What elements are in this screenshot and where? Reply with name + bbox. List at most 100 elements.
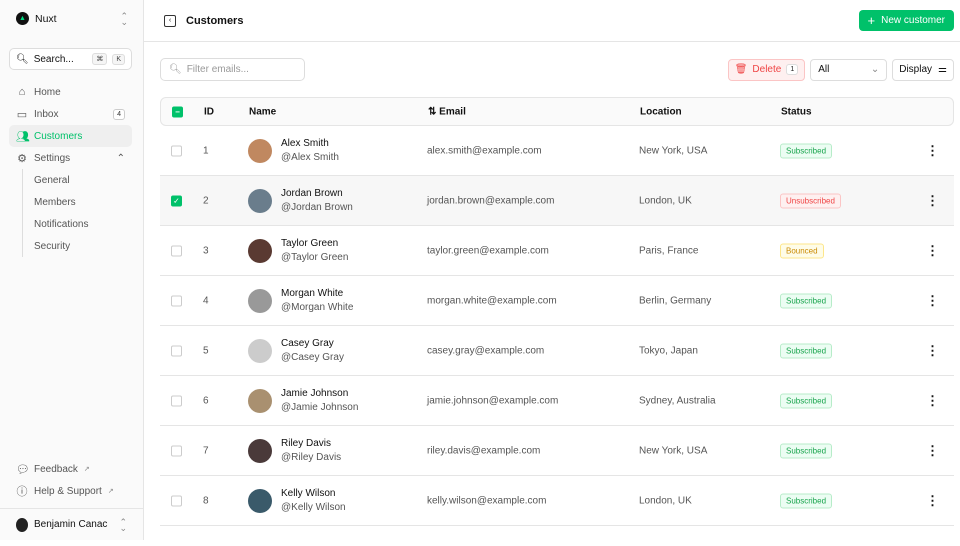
cell-id: 1 <box>203 145 209 156</box>
new-customer-button[interactable]: + New customer <box>858 10 954 31</box>
table-row[interactable]: 4 Morgan White @Morgan White morgan.white… <box>160 276 954 326</box>
cell-id: 7 <box>203 445 209 456</box>
main: ‹ Customers + New customer 🔍︎ Filter email… <box>144 0 960 540</box>
label: Members <box>34 196 76 208</box>
gear-icon: ⚙ <box>17 152 27 165</box>
row-checkbox[interactable] <box>171 495 182 506</box>
cell-email: taylor.green@example.com <box>427 245 549 256</box>
select-all-checkbox[interactable]: − <box>172 106 183 117</box>
feedback-link[interactable]: 💬︎ Feedback ↗ <box>9 458 132 480</box>
kbd-meta: ⌘ <box>92 53 108 65</box>
sidebar-nav: ⌂ Home ▭ Inbox 4 👥︎ Customers ⚙ Settings ⌃ Gen… <box>9 81 132 257</box>
status-badge: Bounced <box>780 243 824 258</box>
sidebar-item-general[interactable]: General <box>34 169 132 191</box>
label: Email <box>439 106 466 117</box>
avatar <box>16 517 28 532</box>
row-actions-icon[interactable]: ⋮ <box>926 192 939 208</box>
settings-submenu: General Members Notifications Security <box>22 169 132 257</box>
row-checkbox[interactable] <box>171 295 182 306</box>
filter-emails-input[interactable]: 🔍︎ Filter emails... <box>160 58 305 81</box>
customer-name: Casey Gray <box>281 337 334 349</box>
cell-email: alex.smith@example.com <box>427 145 542 156</box>
cell-location: Tokyo, Japan <box>639 345 698 356</box>
search-label: Search... <box>33 53 74 65</box>
cell-location: New York, USA <box>639 145 708 156</box>
label: Notifications <box>34 218 89 230</box>
customers-table: − ID Name ⇅ Email Location Status 1 Alex… <box>160 97 954 546</box>
row-actions-icon[interactable]: ⋮ <box>926 442 939 458</box>
table-row[interactable]: 8 Kelly Wilson @Kelly Wilson kelly.wilson… <box>160 476 954 526</box>
footer-links: 💬︎ Feedback ↗ ⓘ Help & Support ↗ <box>9 458 132 502</box>
cell-location: Berlin, Germany <box>639 295 712 306</box>
row-checkbox[interactable] <box>171 445 182 456</box>
cell-name: Casey Gray @Casey Gray <box>281 337 344 365</box>
display-button[interactable]: Display ⚌ <box>892 58 954 81</box>
table-row[interactable]: 6 Jamie Johnson @Jamie Johnson jamie.john… <box>160 376 954 426</box>
sidebar-item-customers[interactable]: 👥︎ Customers <box>9 125 132 147</box>
table-row[interactable]: 5 Casey Gray @Casey Gray casey.gray@examp… <box>160 326 954 376</box>
external-link-icon: ↗ <box>83 466 90 473</box>
row-actions-icon[interactable]: ⋮ <box>926 492 939 508</box>
customer-handle: @Casey Gray <box>281 351 344 363</box>
avatar <box>248 338 272 363</box>
placeholder: Filter emails... <box>186 64 249 75</box>
row-checkbox[interactable]: ✓ <box>171 195 182 206</box>
user-menu[interactable]: Benjamin Canac ⌃ ⌄ <box>0 508 143 540</box>
page-title: Customers <box>186 14 244 27</box>
inbox-badge: 4 <box>113 108 125 120</box>
info-icon: ⓘ <box>16 486 28 498</box>
status-badge: Subscribed <box>780 393 833 408</box>
table-row[interactable]: ✓ 2 Jordan Brown @Jordan Brown jordan.bro… <box>160 176 954 226</box>
header-email[interactable]: ⇅ Email <box>428 106 466 117</box>
sidebar-item-settings[interactable]: ⚙ Settings ⌃ <box>9 147 132 169</box>
cell-email: kelly.wilson@example.com <box>427 495 547 506</box>
customer-handle: @Jordan Brown <box>281 201 353 213</box>
status-badge: Subscribed <box>780 443 833 458</box>
chevron-down-icon: ⌄ <box>870 64 880 75</box>
row-actions-icon[interactable]: ⋮ <box>926 292 939 308</box>
search-icon: 🔍︎ <box>169 64 182 75</box>
customer-handle: @Alex Smith <box>281 151 339 163</box>
customer-handle: @Morgan White <box>281 301 354 313</box>
row-checkbox[interactable] <box>171 395 182 406</box>
customer-name: Taylor Green <box>281 237 339 249</box>
sidebar-item-inbox[interactable]: ▭ Inbox 4 <box>9 103 132 125</box>
sidebar-item-notifications[interactable]: Notifications <box>34 213 132 235</box>
cell-name: Morgan White @Morgan White <box>281 287 353 315</box>
row-actions-icon[interactable]: ⋮ <box>926 142 939 158</box>
row-actions-icon[interactable]: ⋮ <box>926 242 939 258</box>
row-checkbox[interactable] <box>171 245 182 256</box>
status-badge: Unsubscribed <box>780 193 841 208</box>
sidebar-item-members[interactable]: Members <box>34 191 132 213</box>
team-switcher[interactable]: ▲ Nuxt ⌃ ⌄ <box>16 11 128 26</box>
status-filter-select[interactable]: All ⌄ <box>810 58 888 81</box>
cell-id: 2 <box>203 195 209 206</box>
label: Security <box>34 240 71 252</box>
label: Help & Support <box>34 485 102 497</box>
table-row[interactable]: 1 Alex Smith @Alex Smith alex.smith@examp… <box>160 126 954 176</box>
table-row[interactable]: 7 Riley Davis @Riley Davis riley.davis@ex… <box>160 426 954 476</box>
customer-handle: @Riley Davis <box>281 451 342 463</box>
status-badge: Subscribed <box>780 493 833 508</box>
table-header: − ID Name ⇅ Email Location Status <box>160 97 954 126</box>
avatar <box>248 388 272 413</box>
sidebar-item-home[interactable]: ⌂ Home <box>9 81 132 103</box>
label: Feedback <box>34 463 78 475</box>
row-actions-icon[interactable]: ⋮ <box>926 342 939 358</box>
sidebar-collapse-icon[interactable]: ‹ <box>164 14 176 27</box>
label: Settings <box>34 152 71 164</box>
avatar <box>248 238 272 263</box>
search-button[interactable]: 🔍︎ Search... ⌘ K <box>9 48 132 70</box>
help-link[interactable]: ⓘ Help & Support ↗ <box>9 480 132 502</box>
status-badge: Subscribed <box>780 343 833 358</box>
delete-button[interactable]: 🗑︎ Delete 1 <box>727 58 806 81</box>
header-name: Name <box>249 106 277 117</box>
customer-name: Jordan Brown <box>281 187 343 199</box>
table-row[interactable]: 3 Taylor Green @Taylor Green taylor.green… <box>160 226 954 276</box>
row-checkbox[interactable] <box>171 345 182 356</box>
sidebar-item-security[interactable]: Security <box>34 235 132 257</box>
row-actions-icon[interactable]: ⋮ <box>926 392 939 408</box>
row-checkbox[interactable] <box>171 145 182 156</box>
label: Display <box>899 64 933 75</box>
cell-id: 6 <box>203 395 209 406</box>
